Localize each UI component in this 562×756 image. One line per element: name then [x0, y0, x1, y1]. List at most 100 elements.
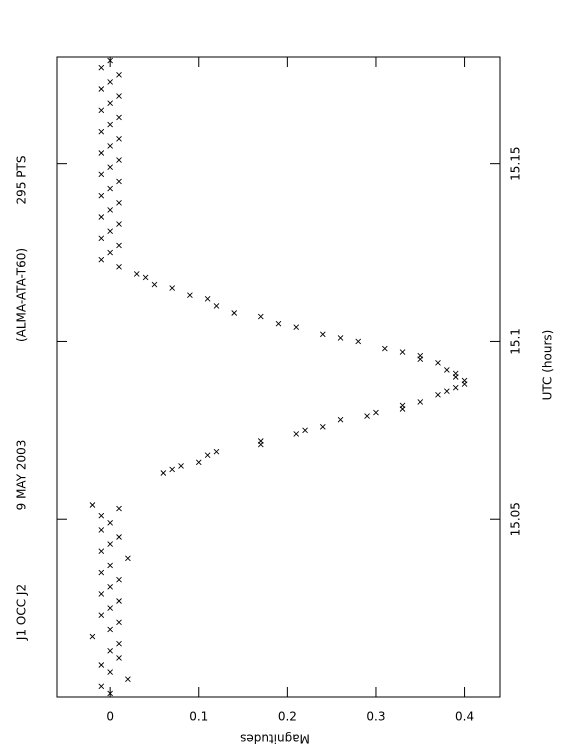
x-axis-label: UTC (hours) [541, 330, 555, 401]
data-point [178, 463, 184, 469]
data-point [302, 427, 308, 434]
data-point [116, 640, 122, 647]
data-point [116, 199, 122, 206]
data-point [382, 345, 388, 352]
data-point [444, 367, 450, 373]
x-tick-label: 15.05 [509, 502, 523, 536]
data-point [151, 281, 158, 288]
data-point [116, 619, 122, 626]
data-point [107, 185, 113, 192]
data-point [461, 377, 468, 384]
data-point [417, 399, 424, 405]
data-point [399, 402, 406, 409]
data-point [364, 413, 370, 419]
data-point [98, 107, 105, 114]
data-point [107, 164, 113, 171]
data-point [107, 249, 113, 256]
data-point [169, 466, 175, 473]
data-point [204, 452, 211, 459]
data-point [107, 228, 113, 235]
data-point [116, 505, 122, 512]
data-point [107, 669, 113, 675]
data-point [116, 534, 122, 540]
data-point [195, 459, 202, 466]
x-tick-label: 15.1 [509, 328, 523, 355]
data-point [116, 114, 122, 121]
data-point [89, 633, 96, 640]
data-point [98, 235, 105, 242]
data-point [98, 683, 105, 690]
data-point [169, 285, 175, 291]
data-point [107, 583, 113, 590]
data-point [98, 150, 105, 156]
data-point [98, 569, 105, 576]
data-point [107, 79, 113, 85]
data-point [213, 448, 220, 455]
data-point [98, 171, 105, 178]
data-point [187, 292, 193, 299]
data-point [435, 359, 441, 366]
data-point [107, 57, 113, 64]
data-point [107, 605, 113, 611]
data-point [337, 416, 344, 423]
data-point [116, 655, 122, 661]
data-point [116, 242, 122, 249]
data-point [107, 207, 113, 213]
data-point [98, 527, 105, 533]
data-point [107, 100, 113, 107]
x-tick-label: 15.15 [509, 146, 523, 180]
data-point [98, 662, 105, 668]
data-point [89, 502, 96, 508]
data-point [444, 388, 450, 395]
y-axis-label: Magnitudes [240, 732, 310, 746]
plot-frame [56, 56, 501, 698]
y-tick-label: 0.3 [366, 710, 385, 724]
y-tick-label: 0.2 [278, 710, 297, 724]
data-point [275, 320, 282, 327]
data-point [160, 470, 167, 476]
data-point [107, 690, 113, 697]
data-point [98, 128, 105, 135]
data-point [98, 64, 105, 71]
data-point [133, 271, 140, 277]
data-point [204, 295, 211, 302]
data-point [125, 676, 131, 683]
data-point [116, 178, 122, 185]
data-point [125, 555, 131, 562]
data-point [355, 338, 362, 345]
data-point [98, 214, 105, 220]
data-point [107, 541, 113, 547]
data-point [231, 310, 238, 316]
data-point [116, 221, 122, 227]
data-point [116, 157, 122, 163]
data-point [116, 263, 122, 270]
data-point [107, 143, 113, 149]
data-point [452, 370, 459, 377]
data-point [293, 431, 300, 437]
data-point [399, 349, 406, 355]
data-point [98, 86, 105, 92]
data-point [107, 626, 113, 633]
data-point [116, 598, 122, 604]
data-point [213, 303, 220, 309]
data-point [293, 324, 300, 331]
title-part: 9 MAY 2003 [15, 440, 29, 511]
data-point [98, 512, 105, 519]
data-point [417, 352, 424, 359]
data-point [116, 135, 122, 142]
data-point [98, 256, 105, 263]
data-point [98, 192, 105, 199]
y-tick-label: 0.4 [455, 710, 474, 724]
y-tick-label: 0.1 [189, 710, 208, 724]
data-point [319, 331, 326, 338]
data-point [98, 548, 105, 555]
data-point [116, 576, 122, 583]
data-point [319, 423, 326, 430]
title-part: J1 OCC J2 [15, 584, 29, 641]
data-point [107, 562, 113, 569]
data-point [116, 71, 122, 78]
data-point [107, 519, 113, 526]
data-point [337, 335, 344, 341]
data-point [452, 384, 459, 391]
